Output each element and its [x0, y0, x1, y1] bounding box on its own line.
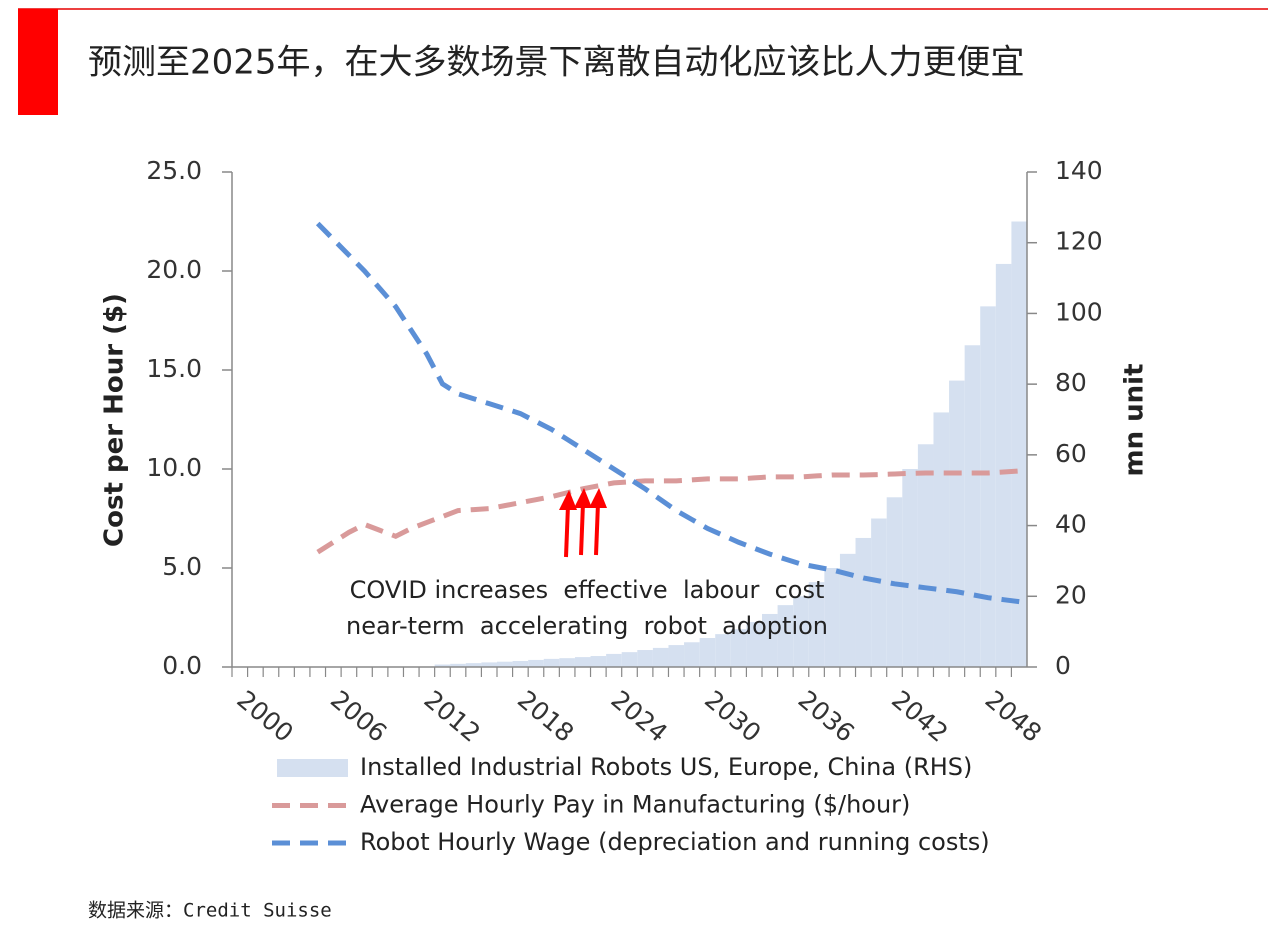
y-tick-label: 10.0 — [146, 453, 202, 482]
bar — [481, 662, 497, 667]
bar — [528, 659, 544, 667]
bar — [684, 642, 700, 667]
bar — [590, 656, 607, 667]
y2-tick-label: 140 — [1055, 156, 1103, 185]
bar — [652, 647, 669, 667]
bar — [450, 663, 466, 667]
y2-tick-label: 20 — [1055, 580, 1087, 609]
line-series — [315, 221, 1020, 605]
bar — [917, 444, 934, 667]
bar — [715, 634, 731, 667]
y2-tick-label: 0 — [1055, 651, 1071, 680]
bar — [559, 658, 575, 667]
bar — [855, 537, 872, 667]
plot: 0.0 5.0 10.0 15.0 20.0 25.0 0 20 40 60 80 100 120 140… — [146, 156, 1102, 748]
y-tick-label: 5.0 — [162, 552, 202, 581]
bar — [933, 412, 950, 667]
y-tick-label: 0.0 — [162, 651, 202, 680]
bar — [839, 553, 856, 667]
bar — [1011, 221, 1027, 667]
bar — [824, 568, 840, 667]
bar — [964, 345, 981, 667]
bar — [808, 582, 825, 667]
bar — [512, 660, 529, 667]
x-tick-label: 2018 — [512, 685, 579, 748]
x-tick-label: 2048 — [980, 685, 1047, 748]
annotation-arrows — [559, 488, 607, 558]
bar — [543, 658, 560, 667]
legend-label: Installed Industrial Robots US, Europe, … — [360, 753, 972, 781]
x-tick-label: 2036 — [793, 685, 860, 748]
bar — [902, 469, 918, 667]
y2-tick-label: 100 — [1055, 297, 1103, 326]
x-tick-label: 2024 — [606, 685, 673, 748]
y2-tick-label: 60 — [1055, 439, 1087, 468]
bar — [574, 657, 591, 667]
y2-tick-label: 120 — [1055, 227, 1103, 256]
bar — [730, 629, 747, 667]
bar — [949, 380, 965, 667]
y2-tick-label: 80 — [1055, 368, 1087, 397]
x-tick-label: 2042 — [886, 685, 953, 748]
bar — [465, 663, 482, 667]
x-tick-label: 2006 — [325, 685, 392, 748]
bar — [762, 613, 778, 667]
x-tick-label: 2030 — [699, 685, 766, 748]
x-tick-label: 2012 — [418, 685, 485, 748]
bar — [637, 650, 653, 667]
bar — [434, 664, 451, 667]
title-accent — [18, 9, 58, 115]
y2-axis-title: mn unit — [1120, 363, 1150, 476]
bar — [980, 306, 996, 667]
x-tick-label: 2000 — [231, 685, 298, 748]
bar — [497, 661, 513, 667]
source: 数据来源：Credit Suisse — [88, 900, 332, 922]
bar — [606, 653, 622, 667]
bar — [621, 652, 638, 667]
line-series — [316, 468, 1020, 555]
bar — [995, 263, 1012, 667]
y-tick-label: 15.0 — [146, 354, 202, 383]
annotation: COVID increases effective labour cost — [350, 576, 825, 604]
y-axis-title: Cost per Hour ($) — [100, 293, 130, 547]
y-tick-label: 20.0 — [146, 255, 202, 284]
bar — [746, 622, 762, 667]
legend-label: Robot Hourly Wage (depreciation and runn… — [360, 828, 990, 856]
y-tick-label: 25.0 — [146, 156, 202, 185]
bar — [668, 645, 685, 667]
bar — [793, 596, 809, 667]
annotation: near-term accelerating robot adoption — [346, 612, 828, 640]
bar — [777, 605, 794, 667]
page-title: 预测至2025年，在大多数场景下离散自动化应该比人力更便宜 — [88, 43, 1025, 83]
bar — [699, 638, 716, 667]
legend-label: Average Hourly Pay in Manufacturing ($/h… — [360, 791, 910, 819]
legend-swatch — [277, 759, 348, 777]
y2-tick-label: 40 — [1055, 510, 1087, 539]
bar — [871, 518, 887, 667]
